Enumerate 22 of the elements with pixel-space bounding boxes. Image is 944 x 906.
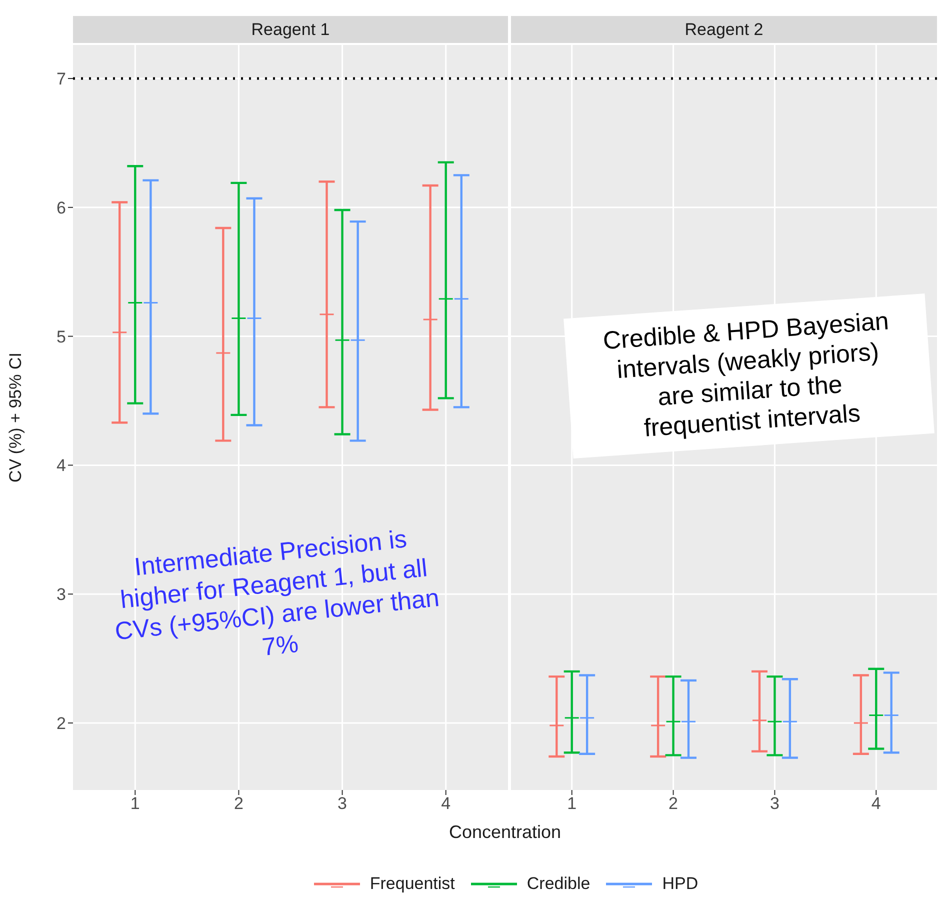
legend-label: Frequentist — [370, 874, 455, 894]
y-tick-label: 6 — [56, 198, 66, 218]
x-tick-label: 3 — [770, 794, 780, 814]
annotation: Intermediate Precision is higher for Reagent 1, but all CVs (+95%CI) are lower than 7% — [112, 524, 442, 664]
x-tick-label: 2 — [234, 794, 244, 814]
y-tick-label: 5 — [56, 327, 66, 346]
x-axis-title: Concentration — [448, 822, 562, 843]
y-tick-label: 7 — [56, 70, 66, 89]
x-tick-label: 4 — [871, 794, 881, 814]
y-axis-title: CV (%) + 95% CI — [6, 352, 26, 482]
chart-title: Reagent 1 — [73, 16, 508, 43]
x-tick-label: 1 — [567, 794, 577, 814]
x-tick-label: 3 — [338, 794, 348, 814]
x-tick-label: 1 — [130, 794, 140, 814]
y-tick-label: 4 — [56, 456, 66, 476]
legend-label: HPD — [662, 874, 698, 894]
x-tick-label: 4 — [441, 794, 451, 814]
y-tick-label: 2 — [56, 714, 66, 734]
chart-title: Reagent 2 — [511, 16, 937, 43]
y-tick-label: 3 — [56, 585, 66, 604]
legend-label: Credible — [526, 874, 590, 894]
x-tick-label: 2 — [668, 794, 678, 814]
